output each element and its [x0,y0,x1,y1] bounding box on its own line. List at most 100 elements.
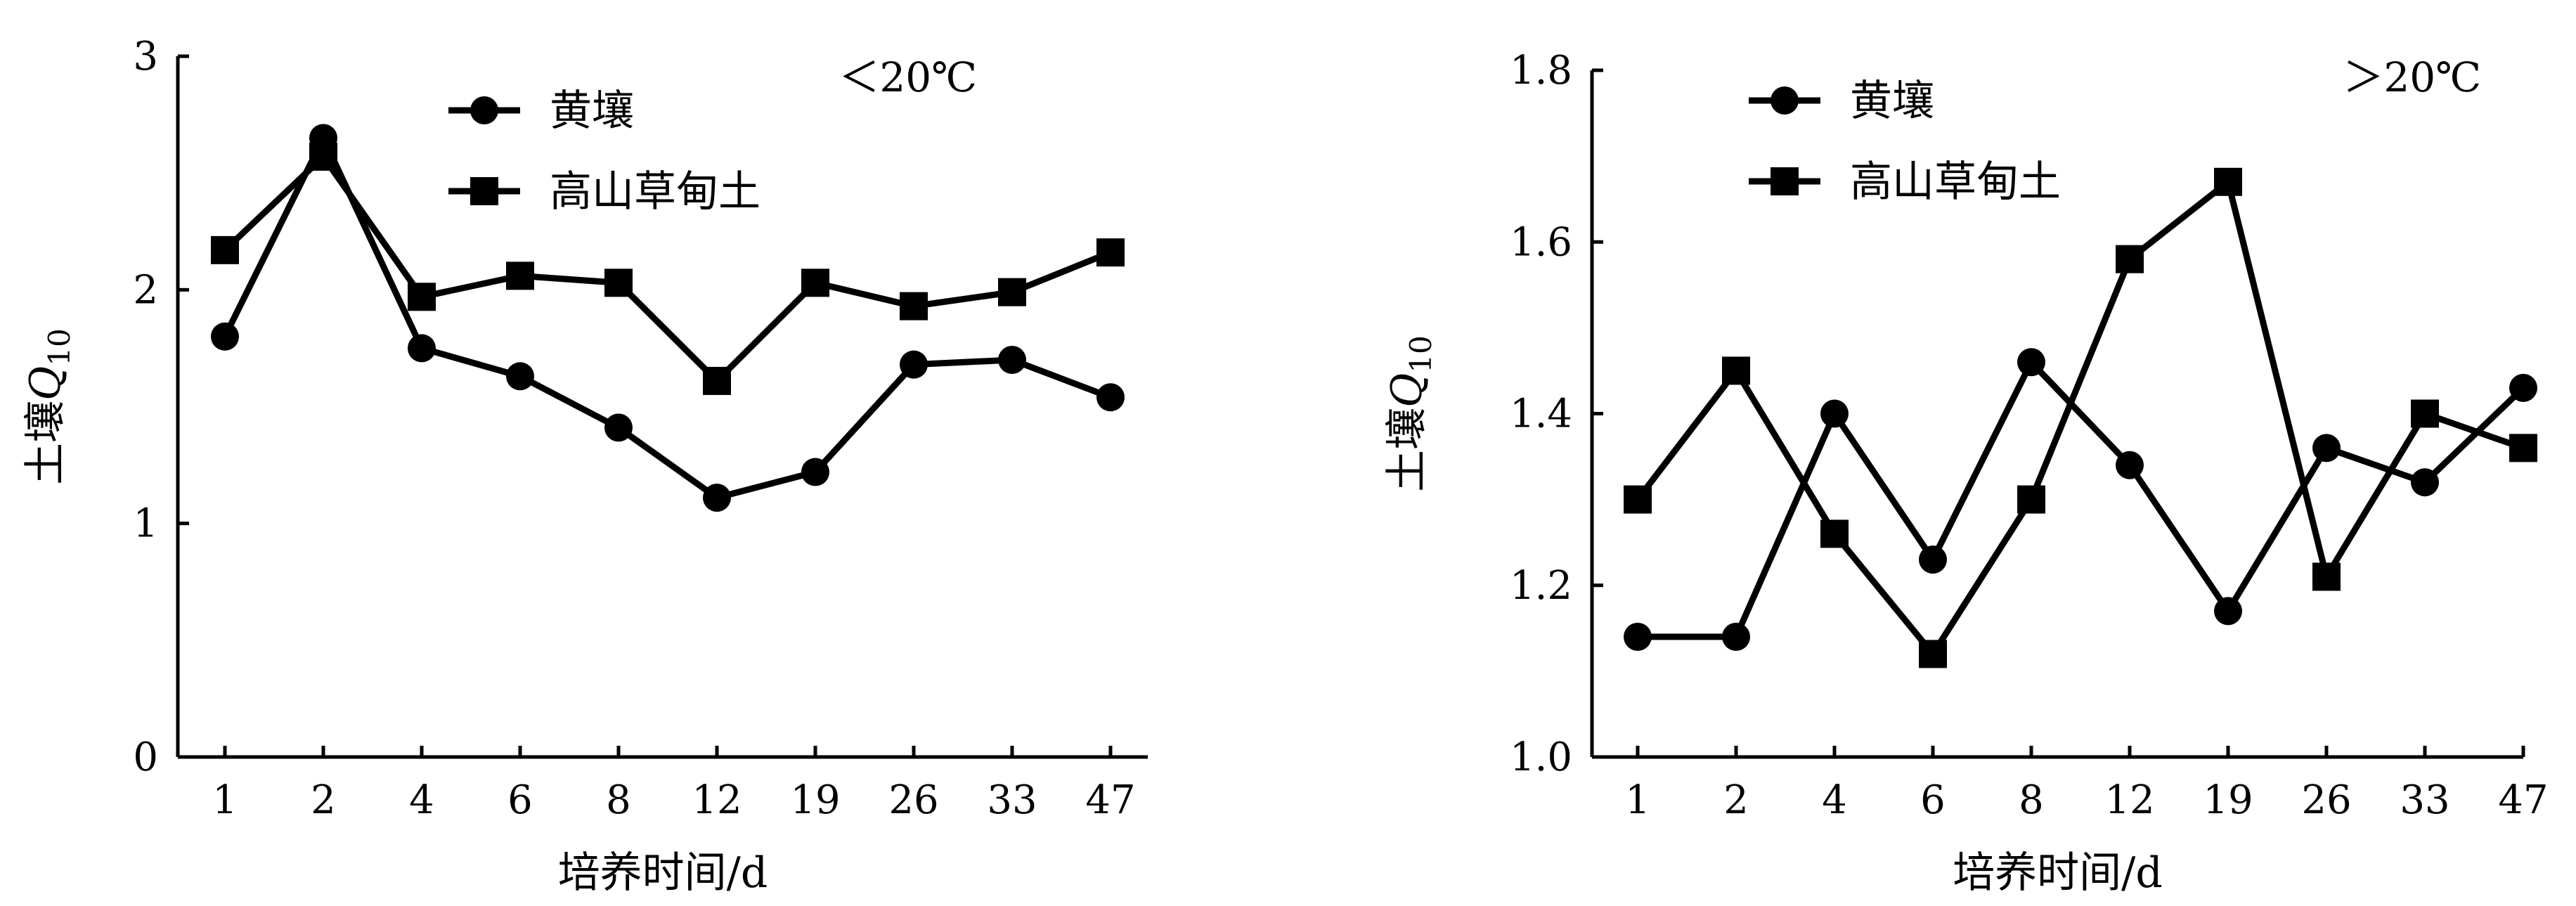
legend-marker-square [1771,167,1799,195]
data-point-square [211,235,239,264]
data-point-circle [2411,468,2439,497]
series-alpine-meadow-soil [1624,167,2537,668]
y-tick-label: 1 [133,501,158,547]
data-point-circle [801,458,829,486]
x-tick-label: 6 [1920,777,1946,823]
x-tick-label: 26 [2301,777,2351,823]
x-axis-label: 培养时间/d [1953,848,2163,898]
y-tick-label: 2 [133,267,158,313]
y-axis-label-prefix: 土壤 [1383,408,1432,492]
x-tick-label: 33 [2400,777,2449,823]
legend-entry: 高山草甸土 [448,167,760,216]
data-point-circle [211,322,239,351]
data-point-circle [1096,383,1125,412]
y-tick-label: 1.6 [1510,219,1572,265]
data-point-circle [1722,623,1750,652]
data-point-circle [2214,597,2242,626]
data-point-square [1722,356,1750,385]
data-point-circle [1624,623,1652,652]
series-line [1638,356,2526,640]
y-tick-label: 1.0 [1510,734,1572,780]
x-tick-label: 8 [2019,777,2044,823]
data-point-circle [506,362,534,391]
legend-marker-circle [1771,86,1799,115]
x-tick-label: 1 [1625,777,1650,823]
data-point-circle [2312,434,2341,462]
legend-label: 黄壤 [1850,77,1934,126]
temperature-annotation: ＞20℃ [2343,53,2481,101]
y-tick-label: 1.8 [1510,48,1572,93]
data-point-square [408,283,436,311]
x-tick-label: 47 [1085,777,1135,823]
y-axis-label: 土壤Q10 [1383,335,1438,492]
series-line [221,130,1112,501]
legend-marker-circle [470,96,498,124]
chart-right-above-20c: 1.01.21.41.61.81 2 4 6 8 12 19 26 33 47培养时间/d土壤Q1… [1383,48,2549,898]
x-tick-label: 19 [790,777,840,823]
legend-marker-square [470,177,498,205]
y-axis-label-sub: 10 [1404,335,1438,373]
data-point-square [900,292,928,321]
y-tick-label: 3 [133,34,158,79]
data-point-circle [2509,373,2537,402]
data-point-square [2116,245,2144,273]
data-point-circle [604,413,633,442]
legend-label: 高山草甸土 [550,167,760,216]
y-axis-label-var: Q [1383,373,1432,408]
y-tick-label: 0 [133,734,158,780]
data-point-square [2214,167,2242,196]
data-point-square [2312,562,2341,591]
data-point-circle [1919,545,1947,574]
x-tick-label: 26 [888,777,938,823]
data-point-circle [408,334,436,363]
x-tick-label: 8 [606,777,631,823]
y-axis-label-var: Q [21,366,70,401]
x-tick-label: 2 [1723,777,1749,823]
data-point-square [703,366,731,395]
data-point-square [2411,399,2439,428]
x-tick-label: 12 [2104,777,2154,823]
data-point-square [309,142,337,171]
x-tick-label: 4 [1822,777,1847,823]
series-line [1635,176,2525,660]
data-point-square [604,268,633,297]
data-point-circle [900,350,928,379]
x-tick-label: 4 [409,777,434,823]
data-point-square [1096,238,1125,267]
data-point-circle [2017,348,2045,377]
data-point-square [1919,640,1947,668]
series-line [222,152,1112,386]
y-axis-label-sub: 10 [42,328,77,365]
legend-entry: 黄壤 [448,86,634,136]
x-tick-label: 33 [987,777,1037,823]
legend-entry: 高山草甸土 [1749,157,2061,207]
y-tick-label: 1.4 [1510,391,1572,437]
data-point-square [2509,434,2537,462]
x-tick-label: 1 [212,777,238,823]
legend-label: 高山草甸土 [1850,157,2061,207]
x-tick-label: 19 [2203,777,2253,823]
data-point-circle [1820,399,1849,428]
x-tick-label: 6 [507,777,533,823]
legend-label: 黄壤 [550,86,634,136]
data-point-circle [2116,451,2144,479]
data-point-square [998,278,1026,306]
temperature-annotation: ＜20℃ [839,53,977,101]
data-point-square [2017,485,2045,514]
data-point-circle [703,484,731,512]
y-axis-label-prefix: 土壤 [21,401,70,485]
x-axis-label: 培养时间/d [558,848,768,898]
data-point-square [1624,485,1652,514]
series-yellow-soil [211,124,1125,512]
y-axis-label: 土壤Q10 [21,328,77,485]
x-tick-label: 12 [692,777,742,823]
data-point-square [1820,519,1849,548]
series-yellow-soil [1624,348,2537,652]
series-alpine-meadow-soil [211,142,1125,395]
legend-entry: 黄壤 [1749,77,1934,126]
data-point-circle [998,346,1026,375]
data-point-square [801,268,829,297]
y-tick-label: 1.2 [1510,563,1572,609]
